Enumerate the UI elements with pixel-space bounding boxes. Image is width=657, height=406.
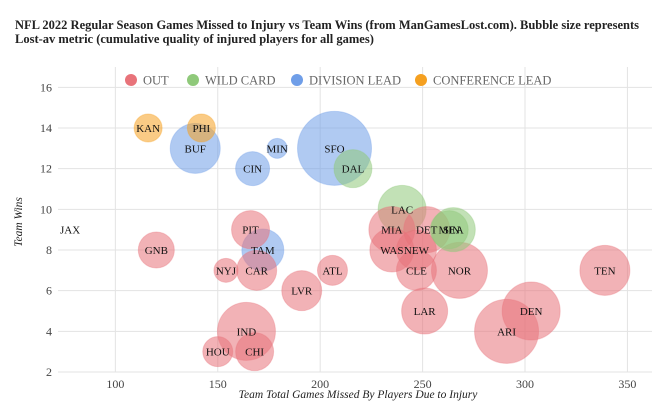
x-tick-label: 300 [516, 377, 534, 391]
bubble-label-nyj: NYJ [216, 265, 237, 277]
legend-swatch [187, 74, 199, 86]
bubble-label-lvr: LVR [291, 286, 313, 298]
legend-swatch [291, 74, 303, 86]
bubble-label-kan: KAN [136, 123, 160, 135]
bubble-label-hou: HOU [206, 347, 230, 359]
x-tick-label: 150 [209, 377, 227, 391]
legend-swatch [125, 74, 137, 86]
legend-label: OUT [143, 74, 169, 88]
bubble-label-cin: CIN [243, 164, 262, 176]
bubble-label-ind: IND [237, 326, 257, 338]
legend-item-conference-lead[interactable]: CONFERENCE LEAD [415, 74, 551, 88]
y-tick-label: 16 [40, 80, 52, 94]
bubble-label-sfo: SFO [324, 143, 344, 155]
bubble-atl [316, 254, 348, 286]
legend-label: WILD CARD [205, 74, 275, 88]
y-tick-label: 4 [46, 324, 52, 338]
bubble-kan [133, 113, 163, 143]
y-tick-label: 6 [46, 284, 52, 298]
bubble-gnb [137, 231, 175, 269]
bubble-phi [186, 113, 216, 143]
bubble-den [501, 281, 561, 341]
bubble-label-mia: MIA [381, 225, 402, 237]
bubble-label-lar: LAR [414, 306, 437, 318]
chart-title-line-2: Lost-av metric (cumulative quality of in… [15, 32, 374, 46]
bubble-label-dal: DAL [342, 164, 365, 176]
bubble-min [266, 137, 288, 159]
bubble-label-jax: JAX [60, 225, 80, 237]
bubble-label-lac: LAC [391, 204, 413, 216]
bubble-label-new: NEW [404, 245, 430, 257]
legend-item-out[interactable]: OUT [125, 74, 169, 88]
legend-swatch [415, 74, 427, 86]
y-tick-label: 12 [40, 162, 52, 176]
y-tick-label: 8 [46, 243, 52, 257]
axes: 2 4 6 8 10 12 14 16 100 150 200 250 300 350 [40, 80, 636, 391]
bubble-label-pit: PIT [242, 225, 259, 237]
legend-item-division-lead[interactable]: DIVISION LEAD [291, 74, 401, 88]
legend-label: CONFERENCE LEAD [433, 74, 551, 88]
chart-title: NFL 2022 Regular Season Games Missed to … [15, 18, 639, 46]
bubbles-layer [133, 110, 631, 372]
bubble-label-ari: ARI [497, 326, 516, 338]
chart-title-line-1: NFL 2022 Regular Season Games Missed to … [15, 18, 639, 32]
bubble-label-atl: ATL [322, 265, 342, 277]
y-tick-label: 10 [40, 202, 52, 216]
bubble-label-ten: TEN [594, 265, 615, 277]
x-tick-label: 250 [414, 377, 432, 391]
bubble-label-den: DEN [520, 306, 543, 318]
bubble-cle [395, 249, 437, 291]
bubble-chi [235, 332, 275, 372]
x-tick-label: 350 [618, 377, 636, 391]
gridlines [58, 67, 652, 373]
bubble-label-cle: CLE [406, 265, 427, 277]
y-tick-label: 14 [40, 121, 52, 135]
bubble-label-gnb: GNB [145, 245, 168, 257]
bubble-label-min: MIN [266, 143, 287, 155]
legend: OUT WILD CARD DIVISION LEAD CONFERENCE LEAD [125, 74, 551, 88]
bubble-label-was: WAS [380, 245, 403, 257]
bubble-nyj [213, 257, 239, 283]
bubble-label-det: DET [416, 225, 438, 237]
bubble-label-nor: NOR [448, 265, 472, 277]
legend-label: DIVISION LEAD [309, 74, 401, 88]
bubble-pit [231, 210, 271, 250]
y-axis-label: Team Wins [13, 197, 25, 247]
bubble-label-sea: SEA [443, 225, 464, 237]
bubble-lvr [281, 270, 323, 312]
bubble-ten [579, 244, 631, 296]
bubble-label-buf: BUF [185, 143, 206, 155]
bubble-label-chi: CHI [245, 347, 264, 359]
bubble-label-min: MIN [439, 225, 460, 237]
bubble-hou [202, 336, 234, 368]
bubble-min [429, 210, 469, 250]
y-tick-label: 2 [46, 365, 52, 379]
bubble-label-car: CAR [245, 265, 268, 277]
x-axis-label: Team Total Games Missed By Players Due t… [239, 389, 479, 401]
bubble-cin [235, 151, 271, 187]
bubble-label-phi: PHI [193, 123, 211, 135]
bubble-label-tam: TAM [251, 245, 275, 257]
x-tick-label: 100 [106, 377, 124, 391]
legend-item-wild-card[interactable]: WILD CARD [187, 74, 275, 88]
bubble-labels-layer: JAX GNB NYJ PIT CAR IND HOU CHI LVR ATL MIA WAS NEW C… [60, 123, 616, 359]
x-tick-label: 200 [311, 377, 329, 391]
bubble-dal [333, 149, 373, 189]
